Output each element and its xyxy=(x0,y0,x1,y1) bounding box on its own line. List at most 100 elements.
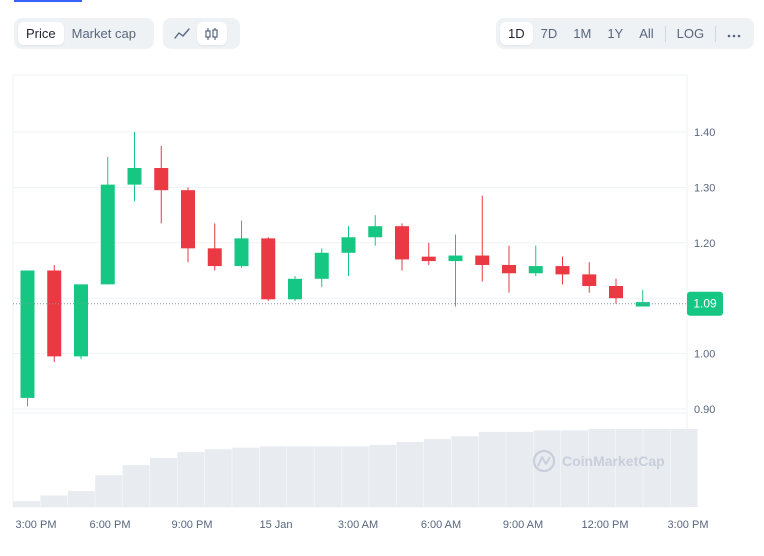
candle[interactable] xyxy=(234,220,249,268)
volume-bar xyxy=(259,446,287,507)
candle[interactable] xyxy=(555,256,570,285)
candle[interactable] xyxy=(181,187,195,263)
y-tick-label: 0.90 xyxy=(694,404,715,416)
candle[interactable] xyxy=(368,215,383,246)
range-all-button[interactable]: All xyxy=(639,26,654,41)
volume-bar xyxy=(396,442,424,507)
log-scale-button[interactable]: LOG xyxy=(676,26,705,41)
candle-body xyxy=(207,248,222,267)
view-mode-toggle xyxy=(163,18,240,49)
candle-body xyxy=(368,226,383,238)
candle-body xyxy=(234,238,249,267)
watermark-text: CoinMarketCap xyxy=(562,453,665,469)
tab-price[interactable]: Price xyxy=(18,22,64,45)
x-tick-label: 3:00 AM xyxy=(338,519,378,531)
current-price-label: 1.09 xyxy=(693,297,717,311)
volume-bar xyxy=(643,429,671,507)
candle-body xyxy=(475,255,490,265)
toolbar-divider xyxy=(715,25,717,42)
volume-bar xyxy=(314,446,342,507)
candle[interactable] xyxy=(261,237,276,301)
x-tick-label: 15 Jan xyxy=(259,519,292,531)
line-view-button[interactable] xyxy=(167,22,197,45)
candle-body xyxy=(341,237,356,253)
y-tick-label: 1.40 xyxy=(694,127,715,139)
x-tick-label: 3:00 PM xyxy=(668,519,709,531)
tab-market-cap[interactable]: Market cap xyxy=(71,26,136,41)
y-tick-label: 1.20 xyxy=(694,238,715,250)
ellipsis-icon xyxy=(727,34,741,38)
candle[interactable] xyxy=(74,284,88,360)
candle-body xyxy=(421,256,436,262)
candle[interactable] xyxy=(20,270,35,407)
volume-bar xyxy=(204,449,232,507)
candle[interactable] xyxy=(314,248,329,288)
candle-body xyxy=(502,264,516,274)
volume-bar xyxy=(40,495,68,507)
candle-body xyxy=(582,274,597,287)
candle[interactable] xyxy=(288,276,302,301)
line-chart-icon xyxy=(174,27,190,39)
volume-bar xyxy=(232,447,260,507)
top-link-underline xyxy=(14,0,82,2)
range-7d-button[interactable]: 7D xyxy=(540,26,558,41)
candlestick-chart-icon xyxy=(205,27,218,40)
toolbar-divider xyxy=(664,25,666,42)
candle[interactable] xyxy=(582,262,597,293)
volume-bar xyxy=(341,446,369,507)
candle-body xyxy=(314,252,329,279)
x-tick-label: 3:00 PM xyxy=(16,519,57,531)
candle[interactable] xyxy=(395,223,409,271)
x-tick-label: 6:00 AM xyxy=(421,519,461,531)
more-options-button[interactable] xyxy=(719,22,749,45)
volume-bar xyxy=(122,465,150,507)
candle-body xyxy=(20,270,35,398)
candle[interactable] xyxy=(528,245,543,277)
candle[interactable] xyxy=(475,195,490,282)
candle-body xyxy=(181,190,195,249)
candle[interactable] xyxy=(100,156,115,285)
candle[interactable] xyxy=(609,278,623,304)
chart-type-toggle: Price Market cap xyxy=(14,18,154,49)
candle-body xyxy=(127,168,142,185)
x-tick-label: 6:00 PM xyxy=(90,519,131,531)
volume-bar xyxy=(95,475,123,507)
y-axis: 0.90 1.00 1.20 1.30 1.40 xyxy=(694,127,715,416)
candle-body xyxy=(528,266,543,274)
candle-body xyxy=(47,270,62,357)
candle[interactable] xyxy=(207,223,222,271)
candle[interactable] xyxy=(127,132,142,202)
x-tick-label: 12:00 PM xyxy=(581,519,628,531)
volume-bar xyxy=(451,436,479,507)
volume-bar xyxy=(478,431,506,507)
candle-body xyxy=(154,168,169,191)
range-1m-button[interactable]: 1M xyxy=(573,26,592,41)
volume-bar xyxy=(287,446,314,507)
volume-bar xyxy=(561,430,588,507)
volume-bar xyxy=(150,457,177,507)
volume-bar xyxy=(369,444,397,507)
volume-bar xyxy=(67,491,95,507)
x-axis: 3:00 PM 6:00 PM 9:00 PM 15 Jan 3:00 AM 6:00 A… xyxy=(16,519,709,531)
candlestick-view-button[interactable] xyxy=(197,22,227,45)
candle-body xyxy=(100,184,115,285)
candle[interactable] xyxy=(341,226,356,277)
range-1y-button[interactable]: 1Y xyxy=(607,26,624,41)
candle[interactable] xyxy=(47,264,62,362)
volume-bar xyxy=(615,429,643,507)
time-range-toggle: 1D 7D 1M 1Y All LOG xyxy=(496,18,754,49)
x-tick-label: 9:00 PM xyxy=(172,519,213,531)
y-tick-label: 1.30 xyxy=(694,182,715,194)
candles xyxy=(20,132,650,407)
candle-body xyxy=(74,284,88,357)
range-1d-button[interactable]: 1D xyxy=(500,22,533,45)
candle[interactable] xyxy=(448,234,463,307)
candle-body xyxy=(448,255,463,262)
candle[interactable] xyxy=(154,145,169,224)
candle-body xyxy=(395,226,409,260)
candle[interactable] xyxy=(635,289,650,307)
candle[interactable] xyxy=(502,245,516,293)
candle[interactable] xyxy=(421,242,436,265)
x-tick-label: 9:00 AM xyxy=(503,519,543,531)
